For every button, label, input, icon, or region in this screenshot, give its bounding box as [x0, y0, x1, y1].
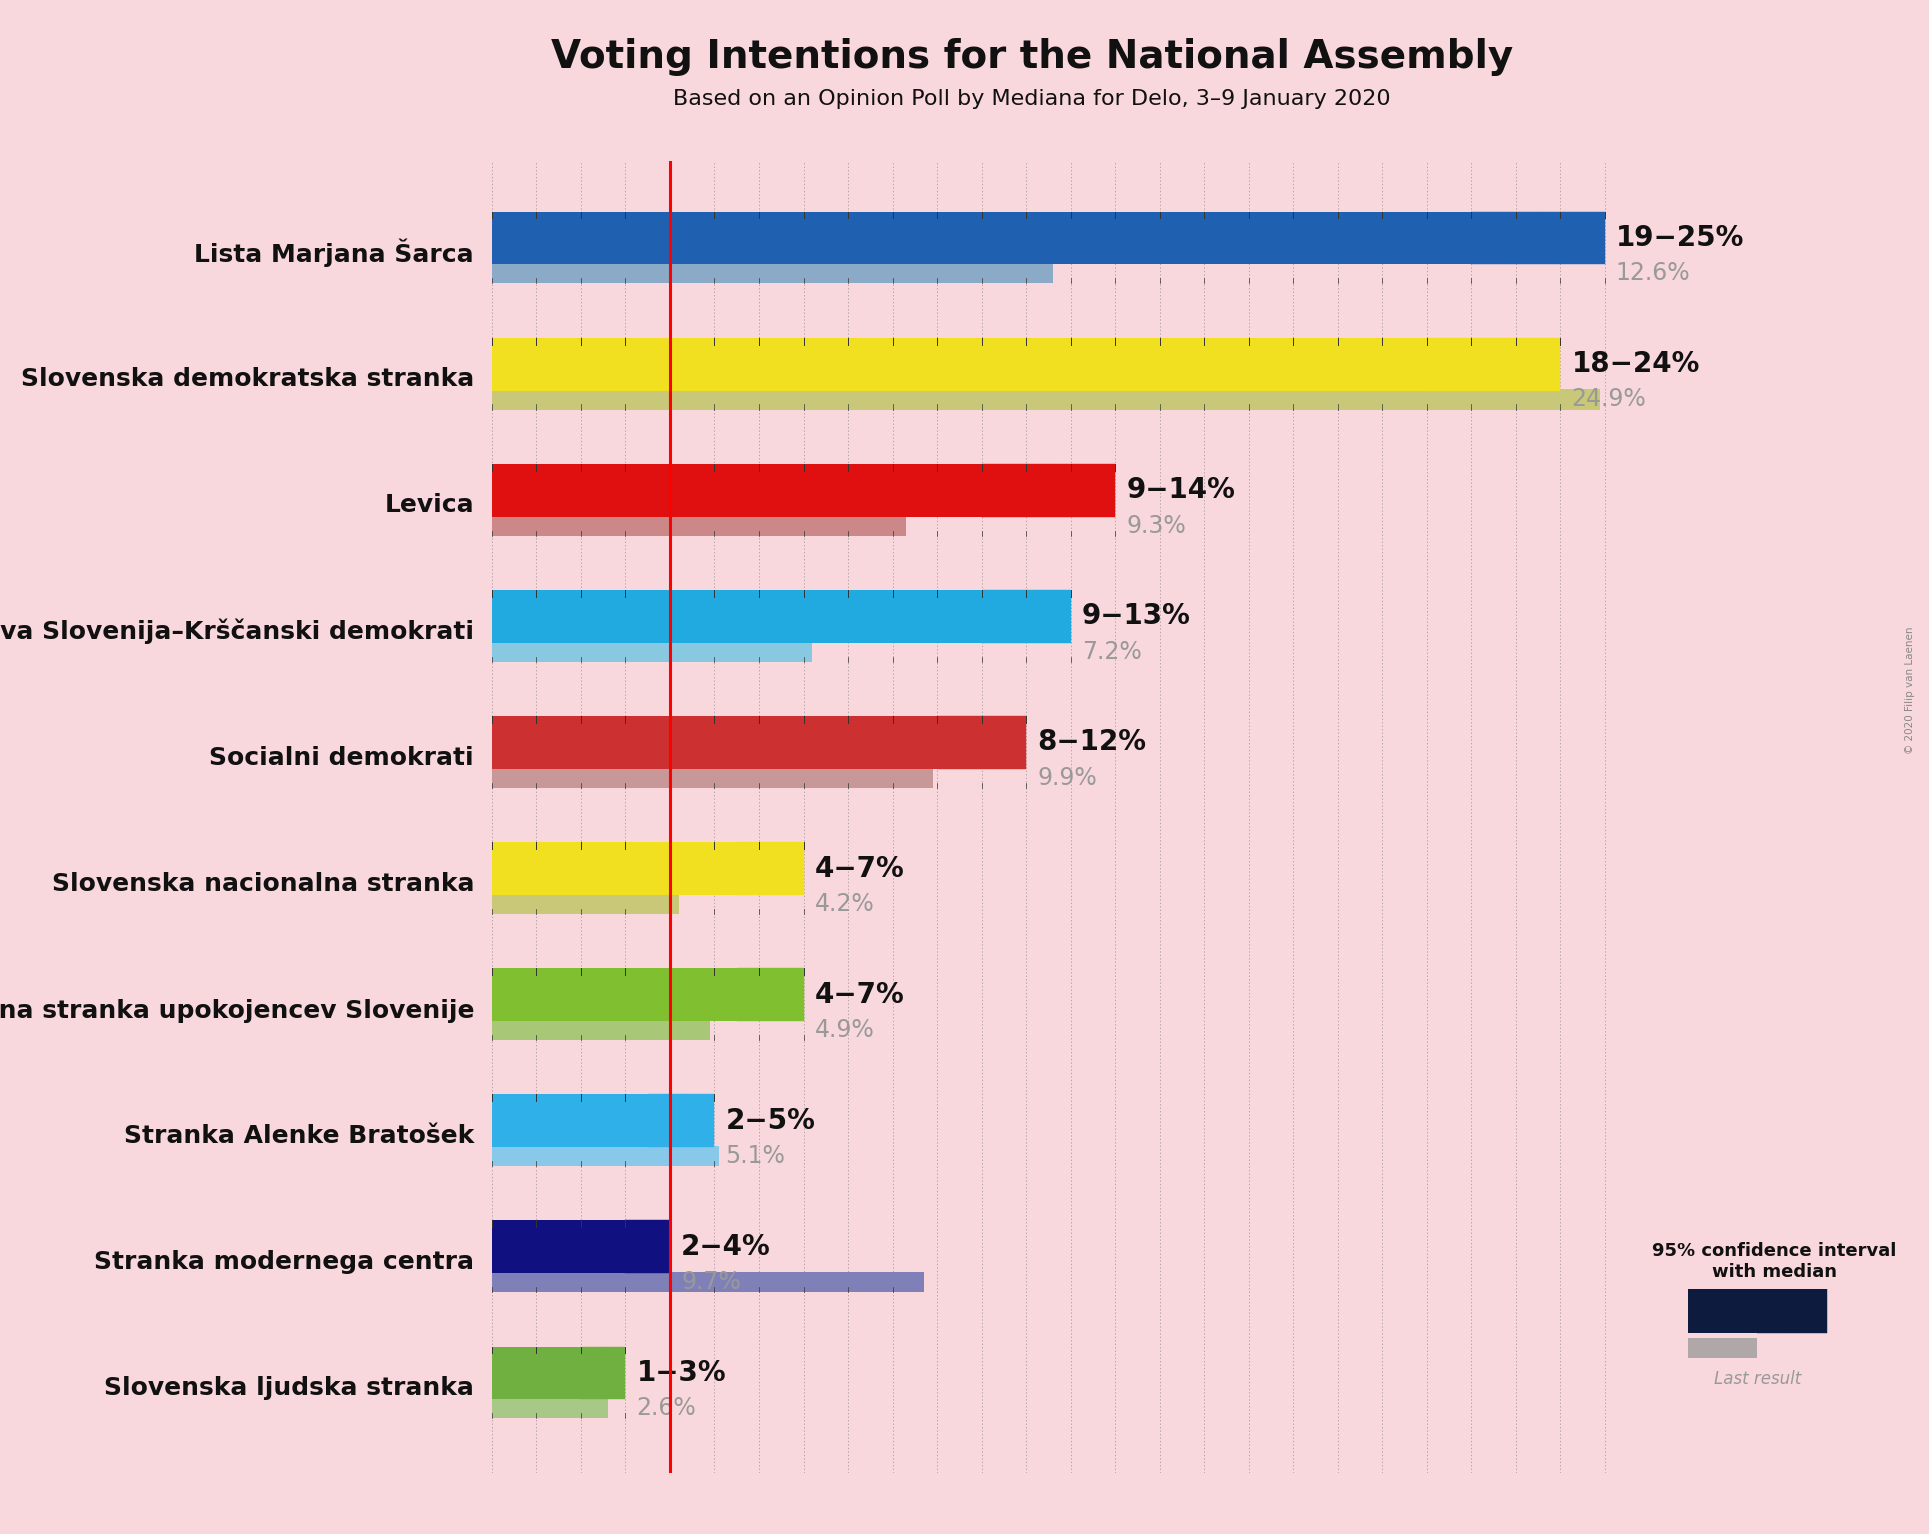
Text: 12.6%: 12.6%	[1617, 261, 1690, 285]
Bar	[1688, 1289, 1757, 1333]
Text: © 2020 Filip van Laenen: © 2020 Filip van Laenen	[1906, 626, 1915, 755]
Bar	[1757, 1289, 1792, 1333]
Bar	[492, 716, 937, 769]
Text: 9−13%: 9−13%	[1082, 603, 1190, 630]
Text: Socialni demokrati: Socialni demokrati	[210, 746, 475, 770]
Bar	[1026, 591, 1071, 643]
Bar	[492, 968, 737, 1022]
Bar	[1047, 463, 1115, 517]
Bar	[648, 1094, 681, 1147]
Bar	[625, 1221, 648, 1273]
Text: 24.9%: 24.9%	[1572, 388, 1645, 411]
Bar	[770, 842, 804, 894]
Bar	[1472, 212, 1537, 264]
Text: Voting Intentions for the National Assembly: Voting Intentions for the National Assem…	[552, 38, 1512, 77]
Bar	[492, 641, 812, 661]
Bar	[492, 264, 1053, 284]
Bar	[581, 1347, 604, 1399]
Text: 9−14%: 9−14%	[1127, 476, 1235, 505]
Text: Levica: Levica	[384, 494, 475, 517]
Text: 9.3%: 9.3%	[1127, 514, 1186, 537]
Text: Slovenska demokratska stranka: Slovenska demokratska stranka	[21, 367, 475, 391]
Bar	[492, 842, 737, 894]
Text: Last result: Last result	[1713, 1370, 1802, 1388]
Bar	[937, 716, 982, 769]
Text: 7.2%: 7.2%	[1082, 640, 1142, 664]
Text: 2−5%: 2−5%	[725, 1108, 816, 1135]
Bar	[604, 1347, 625, 1399]
Bar	[492, 515, 907, 535]
Text: 2−4%: 2−4%	[681, 1233, 772, 1261]
Text: 4−7%: 4−7%	[814, 980, 905, 1009]
Bar	[1427, 337, 1493, 391]
Bar	[1688, 1338, 1757, 1358]
Bar	[770, 968, 804, 1022]
Text: 1−3%: 1−3%	[637, 1359, 725, 1387]
Bar	[982, 463, 1047, 517]
Text: 9.9%: 9.9%	[1038, 765, 1098, 790]
Text: 9.7%: 9.7%	[681, 1270, 741, 1295]
Bar	[492, 463, 982, 517]
Bar	[982, 716, 1026, 769]
Bar	[492, 1347, 581, 1399]
Text: Nova Slovenija–Krščanski demokrati: Nova Slovenija–Krščanski demokrati	[0, 618, 475, 644]
Bar	[492, 212, 1472, 264]
Text: 2.6%: 2.6%	[637, 1396, 696, 1420]
Bar	[492, 1094, 648, 1147]
Bar	[1537, 212, 1605, 264]
Text: Based on an Opinion Poll by Mediana for Delo, 3–9 January 2020: Based on an Opinion Poll by Mediana for …	[673, 89, 1391, 109]
Bar	[492, 337, 1427, 391]
Bar	[982, 591, 1026, 643]
Bar	[492, 767, 932, 788]
Bar	[1792, 1289, 1827, 1333]
Bar	[737, 968, 770, 1022]
Text: 4.9%: 4.9%	[814, 1019, 874, 1042]
Bar	[492, 1221, 625, 1273]
Text: 4.2%: 4.2%	[814, 891, 874, 916]
Bar	[737, 842, 770, 894]
Text: Demokratična stranka upokojencev Slovenije: Demokratična stranka upokojencev Sloveni…	[0, 997, 475, 1023]
Text: Slovenska nacionalna stranka: Slovenska nacionalna stranka	[52, 871, 475, 896]
Text: Lista Marjana Šarca: Lista Marjana Šarca	[195, 239, 475, 267]
Bar	[492, 894, 679, 914]
Bar	[648, 1221, 669, 1273]
Text: Slovenska ljudska stranka: Slovenska ljudska stranka	[104, 1376, 475, 1401]
Text: 8−12%: 8−12%	[1038, 729, 1146, 756]
Bar	[492, 1272, 924, 1292]
Text: 19−25%: 19−25%	[1617, 224, 1744, 252]
Bar	[492, 1146, 720, 1166]
Text: 4−7%: 4−7%	[814, 854, 905, 882]
Bar	[492, 1397, 608, 1419]
Bar	[492, 591, 982, 643]
Bar	[681, 1094, 714, 1147]
Text: 95% confidence interval
with median: 95% confidence interval with median	[1653, 1243, 1896, 1281]
Text: 18−24%: 18−24%	[1572, 350, 1699, 377]
Text: Stranka Alenke Bratošek: Stranka Alenke Bratošek	[123, 1124, 475, 1147]
Text: Stranka modernega centra: Stranka modernega centra	[95, 1250, 475, 1275]
Bar	[492, 1020, 710, 1040]
Bar	[492, 390, 1601, 410]
Bar	[1493, 337, 1561, 391]
Text: 5.1%: 5.1%	[725, 1144, 785, 1167]
